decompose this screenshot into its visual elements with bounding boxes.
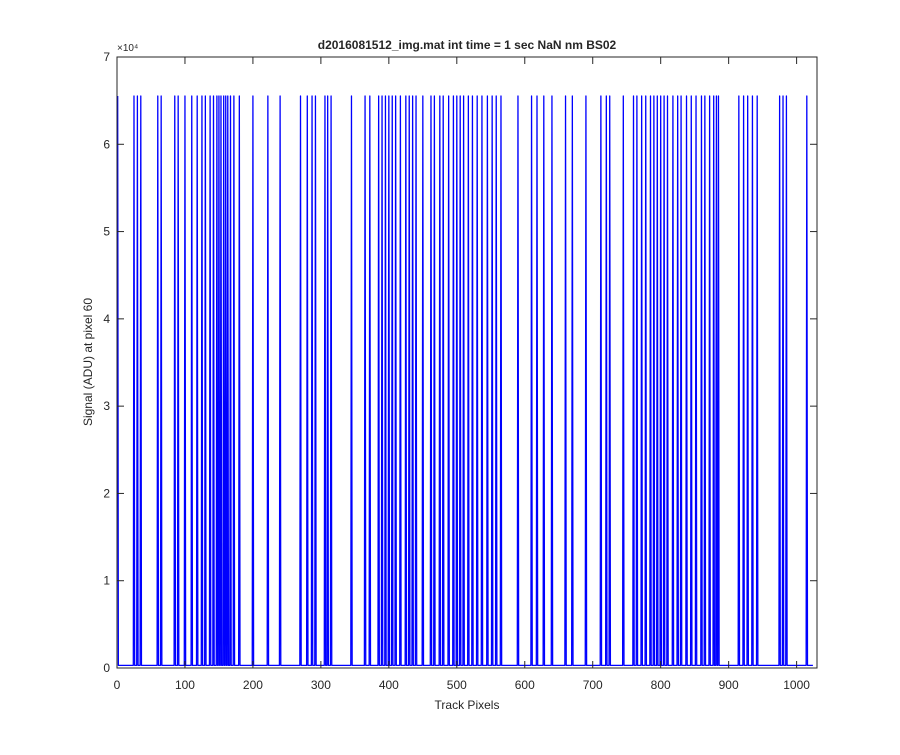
axes-box [116,56,818,669]
x-tick-label: 200 [243,678,263,692]
y-tick-label: 5 [103,225,110,239]
x-tick-label: 900 [719,678,739,692]
x-tick-label: 800 [651,678,671,692]
x-axis-label: Track Pixels [435,698,500,712]
y-tick-label: 3 [103,399,110,413]
chart-title: d2016081512_img.mat int time = 1 sec NaN… [318,38,617,52]
y-tick-label: 1 [103,574,110,588]
x-tick-label: 500 [447,678,467,692]
x-tick-label: 1000 [783,678,810,692]
y-axis-label: Signal (ADU) at pixel 60 [81,298,95,426]
x-tick-label: 0 [114,678,121,692]
y-tick-label: 4 [103,312,110,326]
x-tick-label: 600 [515,678,535,692]
x-tick-label: 700 [583,678,603,692]
y-tick-label: 7 [103,50,110,64]
y-tick-label: 2 [103,486,110,500]
y-tick-label: 6 [103,137,110,151]
x-tick-label: 300 [311,678,331,692]
y-multiplier: ×10⁴ [117,43,138,54]
x-tick-label: 100 [175,678,195,692]
y-tick-label: 0 [103,661,110,675]
x-tick-label: 400 [379,678,399,692]
data-line [117,95,813,667]
